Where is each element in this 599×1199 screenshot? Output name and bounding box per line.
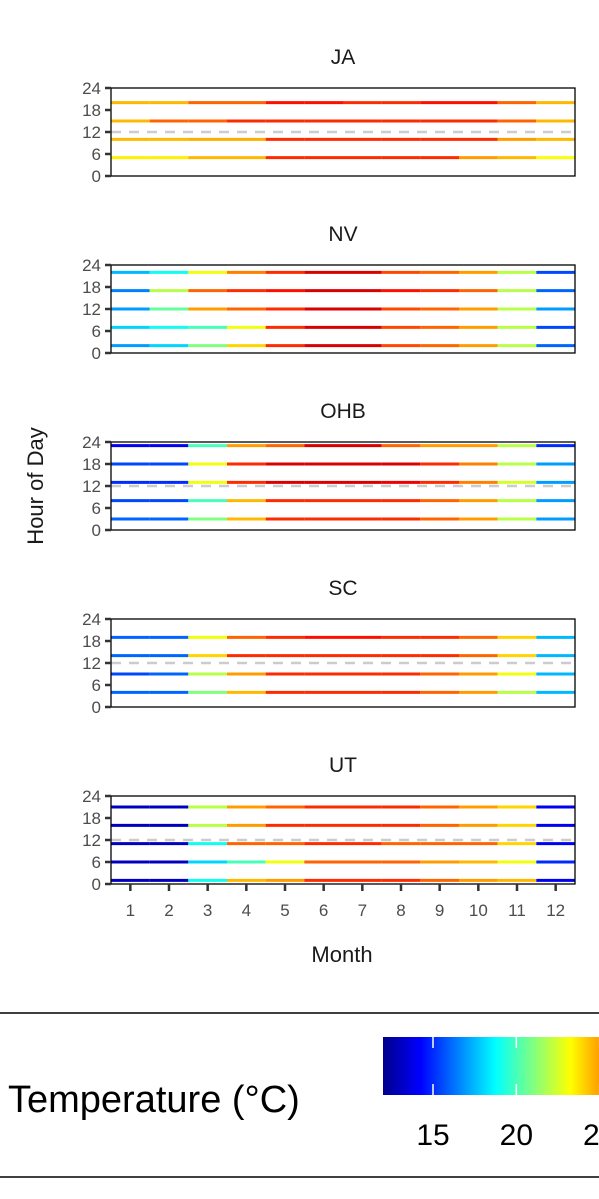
x-tick-label: 5: [280, 901, 289, 920]
x-tick-label: 10: [469, 901, 488, 920]
y-tick-label: 18: [82, 632, 101, 651]
x-tick-label: 11: [508, 901, 526, 920]
facet-title: OHB: [320, 400, 366, 423]
legend-colorbar: [383, 1037, 599, 1095]
facet-title: SC: [328, 577, 357, 600]
y-tick-label: 12: [82, 831, 101, 850]
legend-title: Temperature (°C): [8, 1079, 300, 1121]
facet-sc: SC 0 6 12 18 24: [82, 577, 576, 717]
y-tick-label: 18: [82, 809, 101, 828]
x-axis-label: Month: [311, 942, 372, 967]
facet-panels: JA 0 6 12 18 24 NV 0 6 12 18 24 OHB 0 6 12 18 24 SC 0 6 12 18 2…: [82, 46, 576, 894]
y-tick-label: 24: [82, 433, 101, 452]
x-tick-label: 4: [242, 901, 251, 920]
y-tick-label: 6: [92, 499, 101, 518]
y-tick-label: 0: [92, 875, 101, 894]
facet-title: UT: [329, 754, 357, 777]
legend-tick-label: 15: [416, 1119, 449, 1152]
facet-title: JA: [331, 46, 356, 69]
facet-title: NV: [328, 223, 357, 246]
y-tick-label: 18: [82, 455, 101, 474]
y-tick-label: 6: [92, 676, 101, 695]
y-tick-label: 12: [82, 300, 101, 319]
x-tick-label: 7: [358, 901, 367, 920]
y-tick-label: 18: [82, 278, 101, 297]
facet-ohb: OHB 0 6 12 18 24: [82, 400, 576, 540]
legend-tick-label: 25: [583, 1119, 599, 1152]
x-axis: 1 2 3 4 5 6 7 8 9 10 11 12: [126, 884, 565, 920]
legend: Temperature (°C) 15 20 25: [0, 1012, 599, 1178]
x-tick-label: 3: [203, 901, 212, 920]
y-axis-label: Hour of Day: [23, 427, 48, 544]
x-tick-label: 2: [164, 901, 173, 920]
y-tick-label: 12: [82, 123, 101, 142]
x-tick-label: 6: [319, 901, 328, 920]
facet-ut: UT 0 6 12 18 24: [82, 754, 576, 894]
panel-frame: [110, 795, 576, 885]
x-tick-label: 8: [396, 901, 405, 920]
panel-frame: [110, 441, 576, 531]
facet-nv: NV 0 6 12 18 24: [82, 223, 576, 363]
y-tick-label: 24: [82, 610, 101, 629]
y-tick-label: 24: [82, 256, 101, 275]
y-tick-label: 24: [82, 79, 101, 98]
y-tick-label: 0: [92, 698, 101, 717]
y-tick-label: 12: [82, 477, 101, 496]
legend-ticks: 15 20 25: [416, 1037, 599, 1152]
y-tick-label: 12: [82, 654, 101, 673]
y-tick-label: 0: [92, 521, 101, 540]
legend-tick-label: 20: [500, 1119, 533, 1152]
x-tick-label: 12: [546, 901, 565, 920]
facet-ja: JA 0 6 12 18 24: [82, 46, 576, 186]
y-tick-label: 6: [92, 322, 101, 341]
y-tick-label: 18: [82, 101, 101, 120]
x-tick-label: 9: [435, 901, 444, 920]
y-tick-label: 6: [92, 145, 101, 164]
x-tick-label: 1: [126, 901, 135, 920]
y-tick-label: 24: [82, 787, 101, 806]
y-tick-label: 0: [92, 344, 101, 363]
y-tick-label: 0: [92, 167, 101, 186]
y-tick-label: 6: [92, 853, 101, 872]
